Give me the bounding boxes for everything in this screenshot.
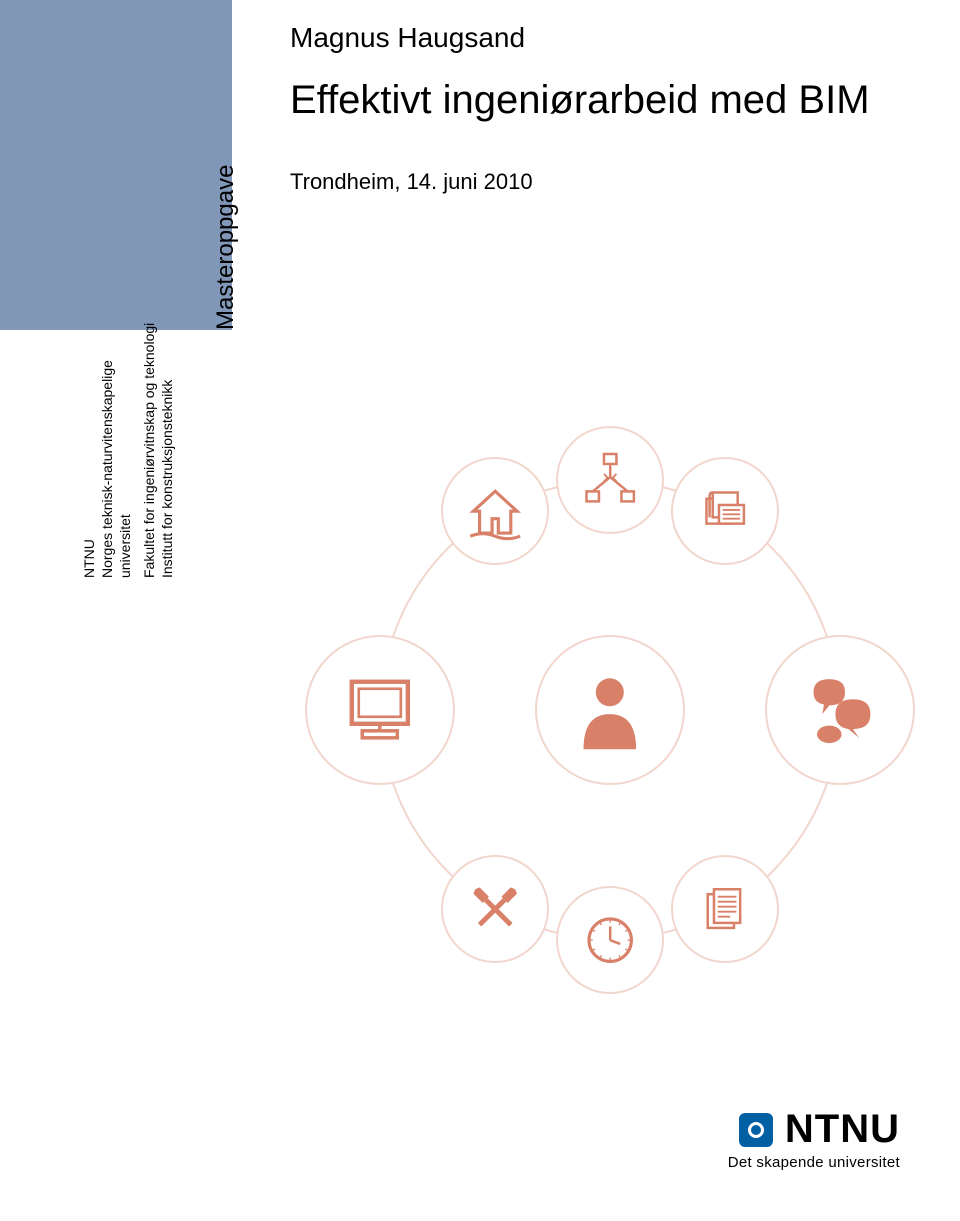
sidebar-text-block: NTNU Norges teknisk-naturvitenskapelige … [0,330,232,580]
sidebar-line-ntnu: NTNU [80,539,98,578]
computer-icon [336,666,424,754]
ntnu-logo-mark [739,1113,773,1147]
books-icon-node [671,457,779,565]
clock-icon [579,909,641,971]
ntnu-logo-text: NTNU [785,1107,900,1152]
thesis-type-label: Masteroppgave [212,165,240,330]
sidebar-color-bar [0,0,232,330]
tools-icon-node [441,855,549,963]
sidebar-line-universitet: universitet [116,514,134,578]
books-icon [694,480,756,542]
document-icon-node [671,855,779,963]
network-icon-node [556,426,664,534]
tools-icon [464,878,526,940]
sidebar-line-fakultet: Fakultet for ingeniørvitnskap og teknolo… [140,323,158,578]
concept-diagram [300,400,920,1020]
sidebar-line-norges: Norges teknisk-naturvitenskapelige [98,360,116,578]
network-icon [579,449,641,511]
house-icon-node [441,457,549,565]
person-icon [566,666,654,754]
chat-icon-node [765,635,915,785]
author-name: Magnus Haugsand [290,22,870,54]
chat-icon [796,666,884,754]
person-icon [535,635,685,785]
computer-icon-node [305,635,455,785]
document-icon [694,878,756,940]
thesis-title: Effektivt ingeniørarbeid med BIM [290,78,870,123]
ntnu-logo-inner [748,1122,764,1138]
header-block: Magnus Haugsand Effektivt ingeniørarbeid… [290,22,870,195]
clock-icon-node [556,886,664,994]
thesis-date: Trondheim, 14. juni 2010 [290,169,870,195]
ntnu-logo-tagline: Det skapende universitet [728,1154,900,1171]
sidebar-line-institutt: Institutt for konstruksjonsteknikk [158,380,176,578]
house-icon [464,480,526,542]
ntnu-logo-block: NTNU Det skapende universitet [728,1107,900,1171]
